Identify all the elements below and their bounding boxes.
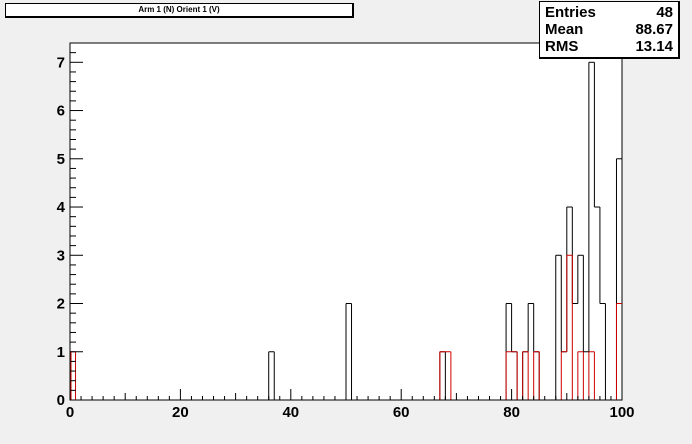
- y-tick-label: 6: [57, 103, 65, 120]
- y-tick-label: 3: [57, 247, 65, 264]
- stats-box: Entries 48 Mean 88.67 RMS 13.14: [539, 1, 680, 59]
- series-0-bin: [555, 254, 562, 400]
- x-tick-label: 20: [172, 404, 189, 421]
- stat-rms-label: RMS: [545, 38, 579, 55]
- stat-rms-value: 13.14: [635, 38, 673, 55]
- x-tick-label: 60: [393, 404, 410, 421]
- series-0-bin: [268, 351, 275, 400]
- y-tick-label: 5: [57, 151, 65, 168]
- series-0-bin: [588, 61, 595, 352]
- series-1-bin: [588, 351, 595, 400]
- stat-rms: RMS 13.14: [545, 38, 673, 56]
- x-tick-label: 40: [282, 404, 299, 421]
- stat-mean-value: 88.67: [635, 21, 673, 38]
- series-1-bin: [577, 351, 584, 400]
- y-tick-label: 2: [57, 296, 65, 313]
- series-1-bin: [533, 351, 540, 400]
- series-0-bin: [593, 62, 600, 208]
- series-0-bin: [527, 303, 534, 352]
- series-1-bin: [522, 351, 529, 400]
- stat-mean-label: Mean: [545, 21, 584, 38]
- series-0-bin: [577, 254, 584, 304]
- stat-mean: Mean 88.67: [545, 21, 673, 39]
- x-tick-label: 100: [609, 404, 634, 421]
- series-0-bin: [599, 207, 606, 400]
- y-tick-label: 0: [57, 392, 65, 409]
- series-1-bin: [560, 351, 567, 400]
- x-tick-label: 0: [66, 404, 74, 421]
- stat-entries-value: 48: [656, 4, 673, 21]
- axes-layer: 0 20 40 60 80 100 0 1 2 3 4 5 6 7: [57, 42, 635, 421]
- series-1-bin: [439, 351, 446, 400]
- stat-entries: Entries 48: [545, 4, 673, 22]
- series-0-bin: [345, 303, 353, 400]
- y-tick-label: 1: [57, 344, 65, 361]
- series-1-bin: [566, 254, 573, 352]
- series-1-bin: [445, 351, 452, 400]
- stat-entries-label: Entries: [545, 4, 596, 21]
- series-0-bin: [582, 255, 589, 353]
- x-tick-label: 80: [503, 404, 520, 421]
- histogram-title: Arm 1 (N) Orient 1 (V): [5, 3, 354, 18]
- series-1-bin: [505, 351, 512, 400]
- y-tick-label: 4: [57, 199, 66, 216]
- y-tick-label: 7: [57, 54, 65, 71]
- series-1-bin: [615, 303, 622, 400]
